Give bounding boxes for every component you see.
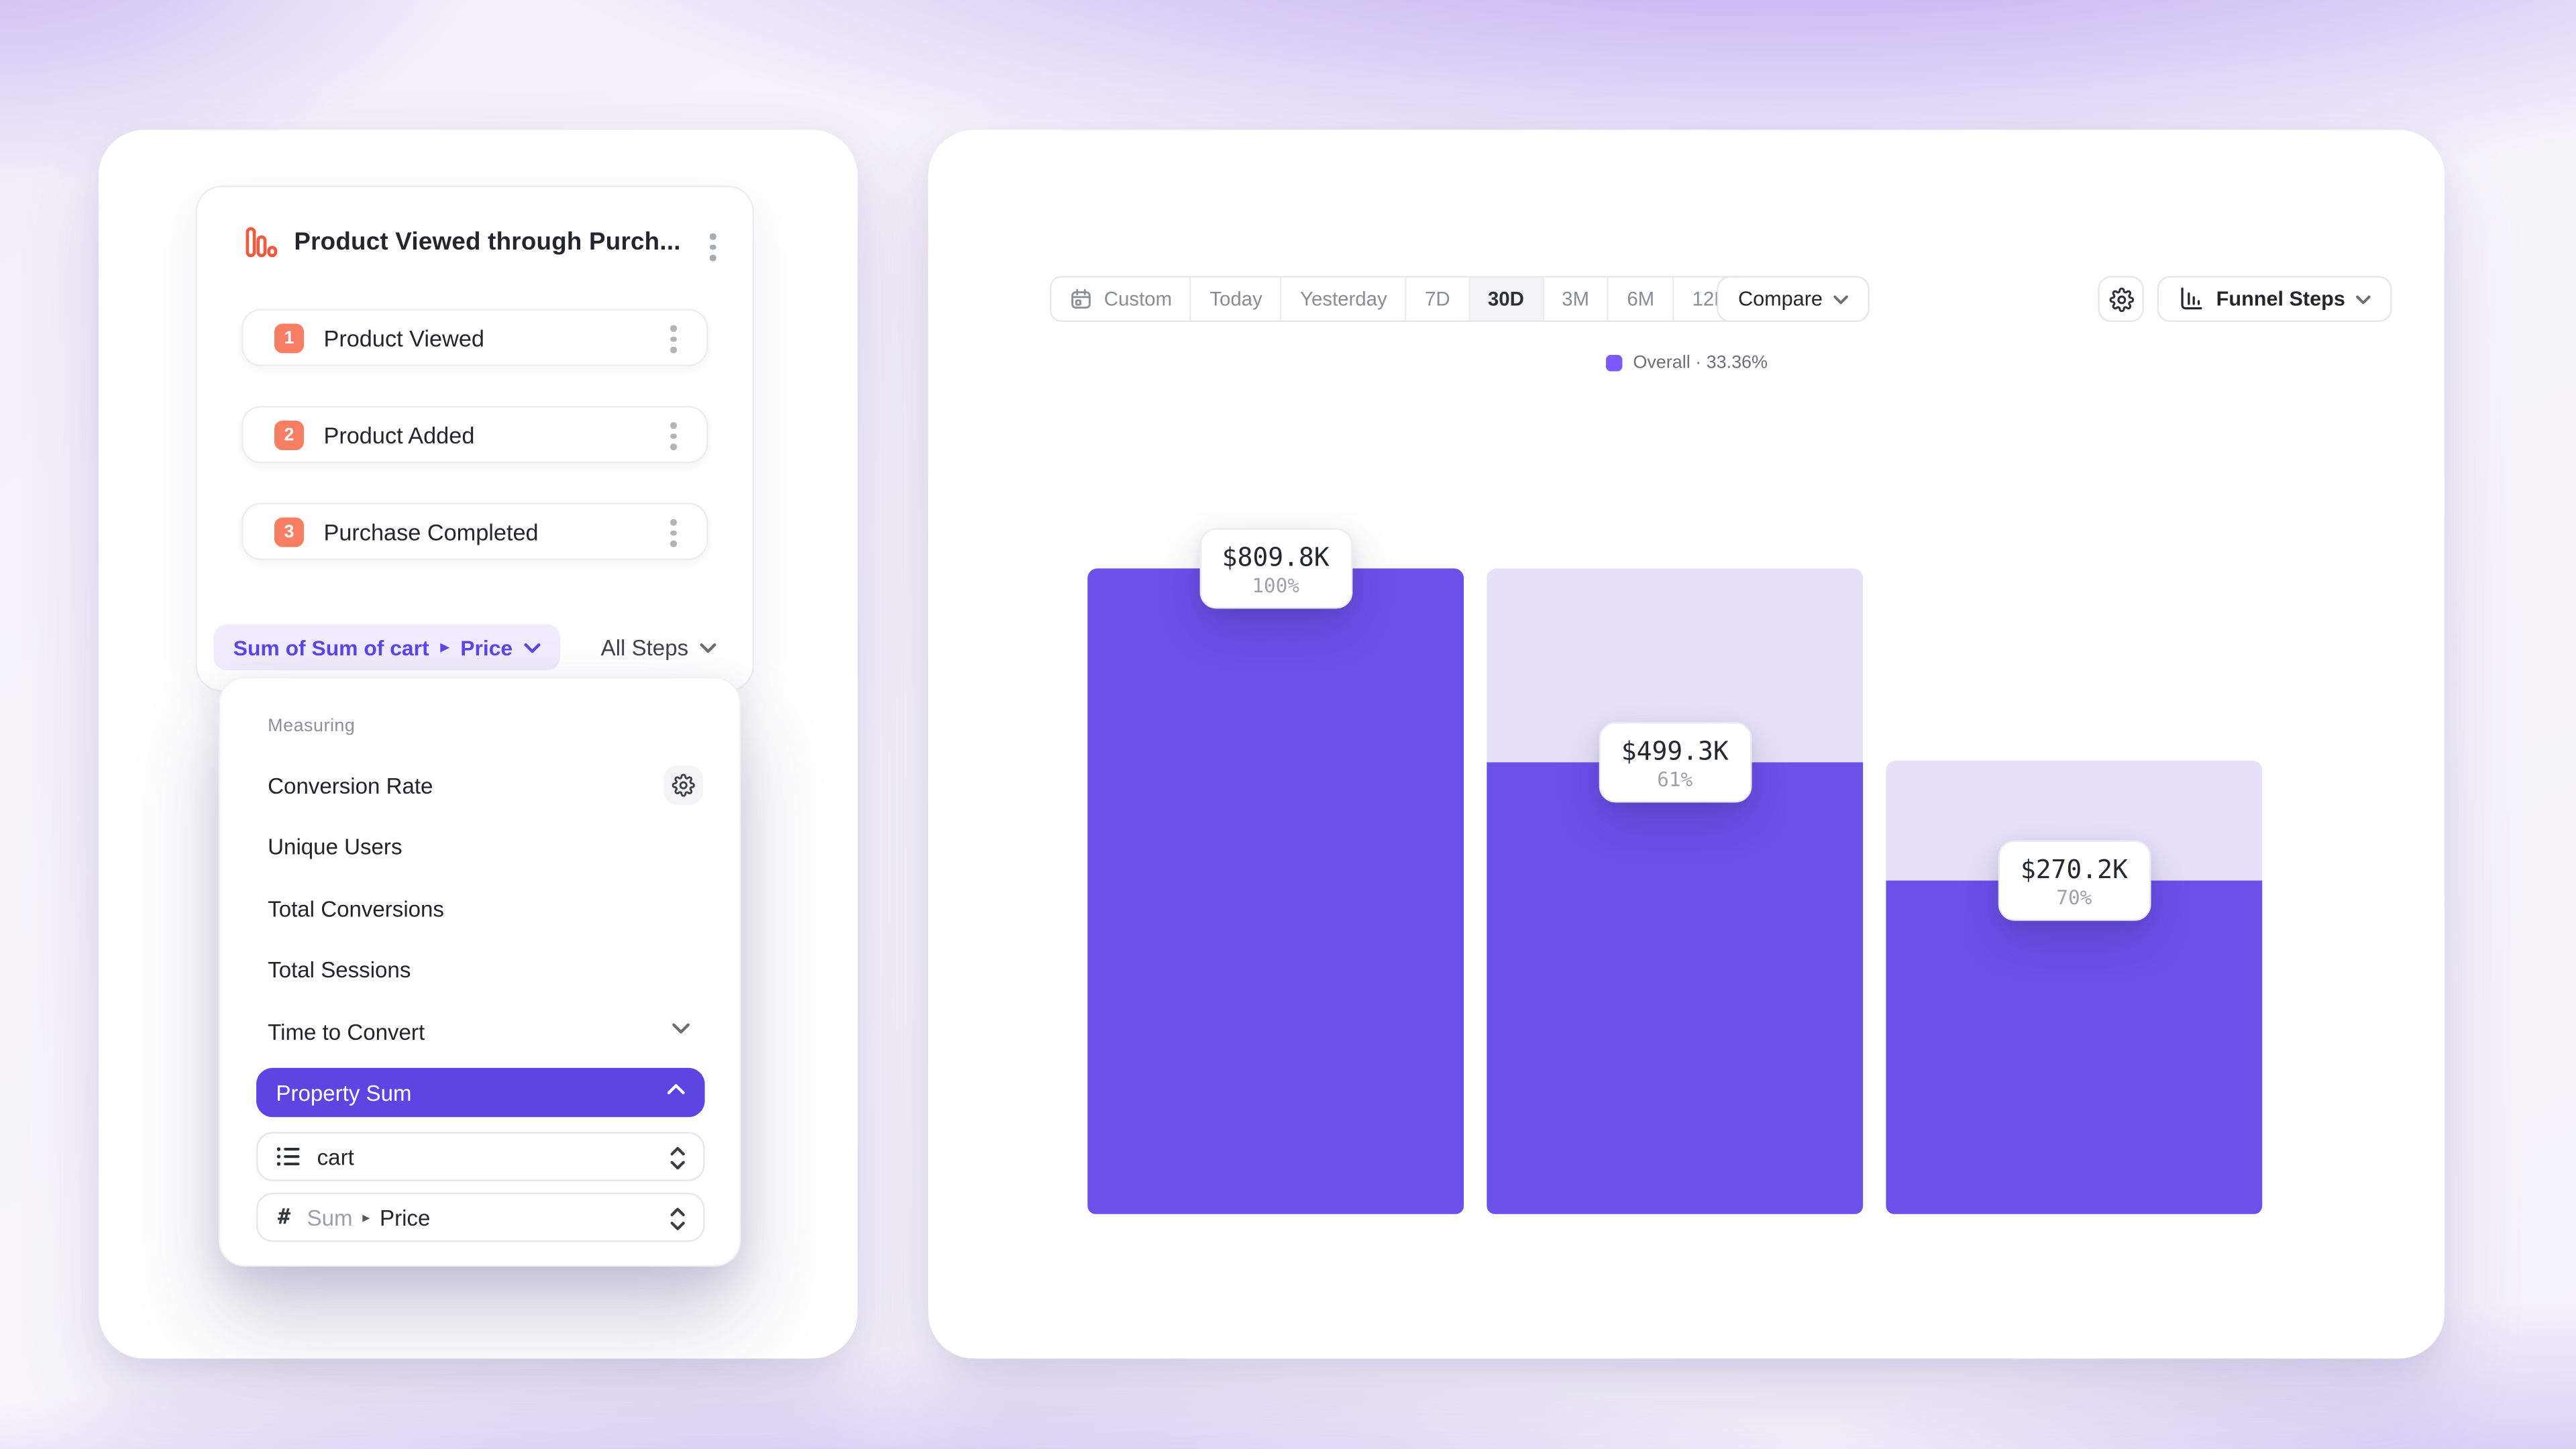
funnel-chart-icon — [245, 227, 278, 260]
tooltip-percent: 100% — [1252, 574, 1300, 598]
bar-tooltip: $499.3K 61% — [1598, 722, 1752, 803]
chevron-down-icon — [524, 641, 541, 653]
bar-chart-icon — [2178, 286, 2204, 312]
bar-tooltip: $809.8K 100% — [1199, 528, 1352, 609]
measuring-menu: Measuring Conversion Rate Unique Users T… — [218, 676, 741, 1267]
funnel-bar-3[interactable]: $270.2K 70% — [1886, 568, 2263, 1214]
step-menu-button[interactable] — [670, 519, 677, 547]
step-menu-button[interactable] — [670, 422, 677, 449]
range-tab-7d[interactable]: 7D — [1405, 277, 1468, 321]
step-number-badge: 3 — [274, 517, 305, 547]
chevron-down-icon — [700, 641, 716, 653]
select-arrows-icon — [669, 1145, 687, 1171]
tooltip-value: $499.3K — [1621, 737, 1729, 767]
legend-label: Overall · 33.36% — [1633, 353, 1768, 373]
property-select[interactable]: cart — [256, 1132, 705, 1181]
chart-panel: Custom Today Yesterday 7D 30D 3M 6M 12M Compare… — [928, 129, 2445, 1359]
hash-icon: # — [277, 1205, 291, 1230]
gear-icon — [672, 773, 695, 797]
property-select-value: cart — [317, 1144, 354, 1169]
funnel-query-card: Product Viewed through Purch... 1 Produc… — [195, 185, 755, 692]
range-tab-custom[interactable]: Custom — [1051, 277, 1190, 321]
range-tab-30d[interactable]: 30D — [1468, 277, 1542, 321]
step-menu-button[interactable] — [670, 325, 677, 353]
range-tab-today[interactable]: Today — [1189, 277, 1281, 321]
funnel-builder-panel: Product Viewed through Purch... 1 Produc… — [98, 129, 858, 1359]
menu-section-label: Measuring — [268, 716, 356, 737]
chevron-down-icon — [2357, 293, 2371, 305]
tooltip-percent: 61% — [1657, 767, 1693, 792]
menu-item-unique-users[interactable]: Unique Users — [268, 835, 402, 859]
measurement-dropdown[interactable]: Sum of Sum of cart ▸ Price — [213, 624, 561, 671]
chart-type-dropdown[interactable]: Funnel Steps — [2157, 276, 2393, 323]
aggregation-prefix: Sum — [307, 1205, 353, 1230]
conversion-rate-settings-button[interactable] — [663, 765, 704, 806]
menu-item-conversion-rate[interactable]: Conversion Rate — [220, 761, 739, 810]
query-card-header: Product Viewed through Purch... — [197, 187, 753, 299]
step-label: Product Viewed — [323, 324, 484, 351]
range-tab-6m[interactable]: 6M — [1607, 277, 1673, 321]
funnel-bar-2[interactable]: $499.3K 61% — [1487, 568, 1864, 1214]
range-tab-3m[interactable]: 3M — [1542, 277, 1607, 321]
step-number-badge: 1 — [274, 323, 305, 353]
breadcrumb-arrow-icon: ▸ — [362, 1208, 370, 1225]
legend-swatch — [1605, 354, 1622, 372]
report-menu-button[interactable] — [709, 233, 716, 261]
list-icon — [276, 1145, 301, 1168]
tooltip-value: $270.2K — [2020, 855, 2128, 885]
funnel-step-1[interactable]: 1 Product Viewed — [241, 309, 708, 367]
select-arrows-icon — [669, 1206, 687, 1232]
bar-tooltip: $270.2K 70% — [1997, 840, 2151, 921]
funnel-bar-1[interactable]: $809.8K 100% — [1087, 528, 1464, 1214]
gear-icon — [2108, 286, 2133, 312]
step-label: Product Added — [323, 421, 475, 448]
bar-fill — [1487, 762, 1864, 1214]
bar-fill — [1886, 880, 2263, 1214]
step-label: Purchase Completed — [323, 518, 539, 545]
chevron-down-icon — [1834, 293, 1849, 305]
funnel-bars: $809.8K 100% $499.3K 61% $270.2K 70% — [1087, 528, 2263, 1214]
menu-item-total-sessions[interactable]: Total Sessions — [268, 957, 411, 983]
compare-dropdown[interactable]: Compare — [1717, 276, 1870, 323]
menu-item-property-sum[interactable]: Property Sum — [256, 1067, 705, 1118]
menu-item-total-conversions[interactable]: Total Conversions — [268, 896, 444, 921]
measurement-property: Price — [460, 635, 513, 660]
range-tab-yesterday[interactable]: Yesterday — [1280, 277, 1405, 321]
tooltip-percent: 70% — [2056, 886, 2092, 910]
chart-legend: Overall · 33.36% — [1605, 354, 1768, 373]
calendar-icon — [1069, 288, 1092, 311]
bar-fill — [1087, 568, 1464, 1214]
date-range-tabs: Custom Today Yesterday 7D 30D 3M 6M 12M — [1049, 276, 1751, 323]
chevron-down-icon — [672, 1022, 690, 1035]
aggregation-value: Price — [380, 1205, 431, 1230]
menu-item-time-to-convert[interactable]: Time to Convert — [220, 1007, 739, 1056]
tooltip-value: $809.8K — [1222, 543, 1330, 573]
steps-scope-dropdown[interactable]: All Steps — [601, 625, 716, 671]
chart-toolbar: Custom Today Yesterday 7D 30D 3M 6M 12M Compare… — [928, 276, 2445, 323]
aggregation-select[interactable]: # Sum ▸ Price — [256, 1192, 705, 1242]
chevron-up-icon — [667, 1083, 685, 1096]
funnel-step-3[interactable]: 3 Purchase Completed — [241, 502, 708, 561]
chart-settings-button[interactable] — [2098, 276, 2144, 323]
breadcrumb-arrow-icon: ▸ — [440, 638, 449, 657]
measurement-label: Sum of Sum of cart — [233, 635, 429, 660]
funnel-step-2[interactable]: 2 Product Added — [241, 405, 708, 464]
report-title: Product Viewed through Purch... — [294, 228, 680, 257]
step-number-badge: 2 — [274, 419, 305, 449]
steps-scope-label: All Steps — [600, 635, 689, 660]
